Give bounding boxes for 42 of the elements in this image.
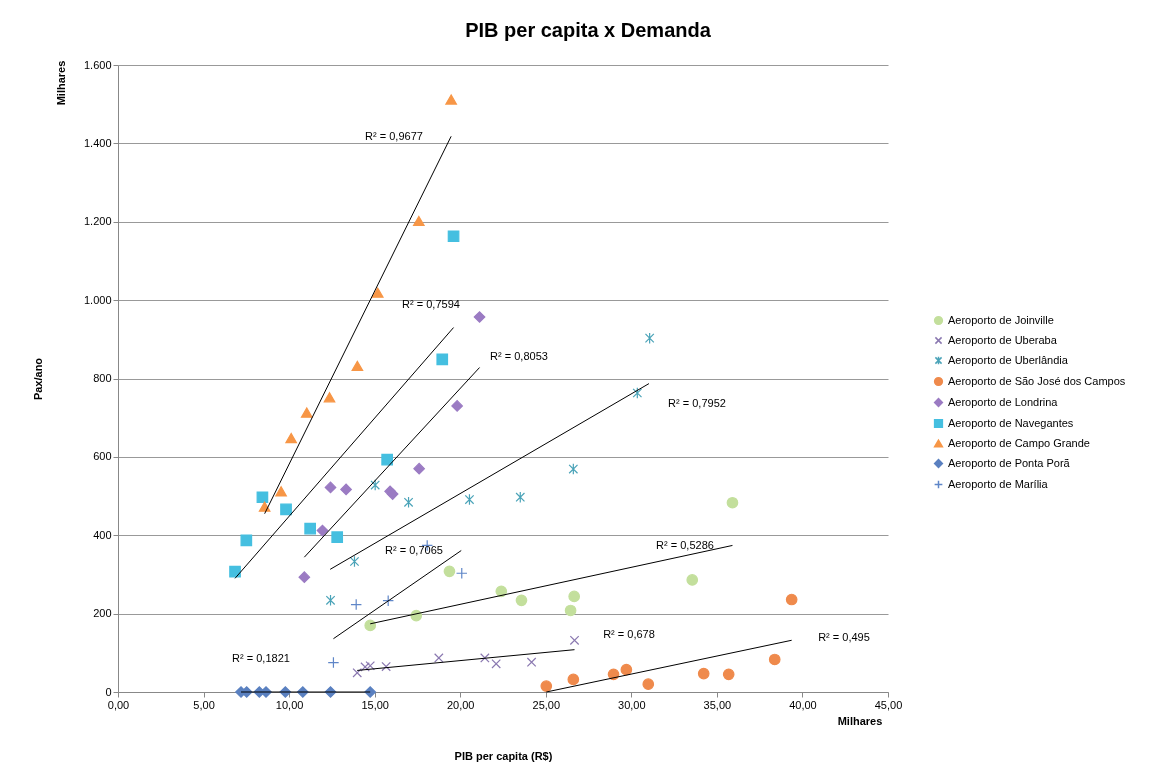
legend-label: Aeroporto de Londrina [948, 395, 1059, 408]
y-tick-label: 1.400 [83, 136, 112, 149]
text: Milhares [837, 715, 883, 727]
y-tick-label: 1.000 [83, 293, 112, 306]
x-tick-label: 10,00 [275, 698, 304, 711]
y-tick-label: 1.200 [83, 215, 112, 228]
annotation: R² = 0,7594 [402, 298, 460, 310]
text: Milhares [55, 60, 67, 106]
x-tick-label: 5,00 [193, 698, 215, 711]
y-tick-label: 200 [93, 607, 112, 620]
legend-label: Aeroporto de Ponta Porã [948, 456, 1071, 469]
legend-label: Aeroporto de Uberaba [948, 333, 1058, 346]
x-tick-label: 35,00 [703, 698, 732, 711]
annotation: R² = 0,7065 [385, 544, 443, 556]
x-tick-label: 20,00 [446, 698, 475, 711]
x-tick-label: 45,00 [874, 698, 903, 711]
x-tick-label: 25,00 [532, 698, 561, 711]
legend-label: Aeroporto de Joinville [948, 313, 1054, 326]
annotation: R² = 0,678 [603, 628, 655, 640]
y-tick-label: 400 [93, 528, 112, 541]
chart-title: PIB per capita x Demanda [465, 19, 712, 41]
legend-label: Aeroporto de Marília [948, 477, 1049, 490]
y-tick-label: 1.600 [83, 58, 112, 71]
x-tick-label: 15,00 [361, 698, 389, 711]
x-tick-label: 0,00 [107, 698, 130, 711]
annotation: R² = 0,5286 [656, 539, 714, 551]
annotation: R² = 0,8053 [490, 350, 548, 362]
legend-label: Aeroporto de São José dos Campos [948, 374, 1126, 387]
x-axis-title: PIB per capita (R$) [454, 749, 553, 762]
y-tick-label: 800 [93, 372, 112, 384]
annotation: R² = 0,495 [818, 631, 870, 643]
x-tick-label: 40,00 [789, 698, 817, 711]
x-tick-label: 30,00 [618, 698, 646, 711]
y-tick-label: 0 [105, 685, 112, 698]
legend-label: Aeroporto de Campo Grande [948, 436, 1090, 449]
legend-label: Aeroporto de Navegantes [948, 416, 1074, 429]
annotation: R² = 0,1821 [232, 652, 290, 664]
annotation: R² = 0,7952 [668, 397, 726, 409]
legend-label: Aeroporto de Uberlândia [948, 353, 1069, 366]
y-axis-title: Pax/ano [31, 357, 44, 401]
annotation: R² = 0,9677 [365, 130, 423, 142]
y-tick-label: 600 [93, 450, 112, 463]
